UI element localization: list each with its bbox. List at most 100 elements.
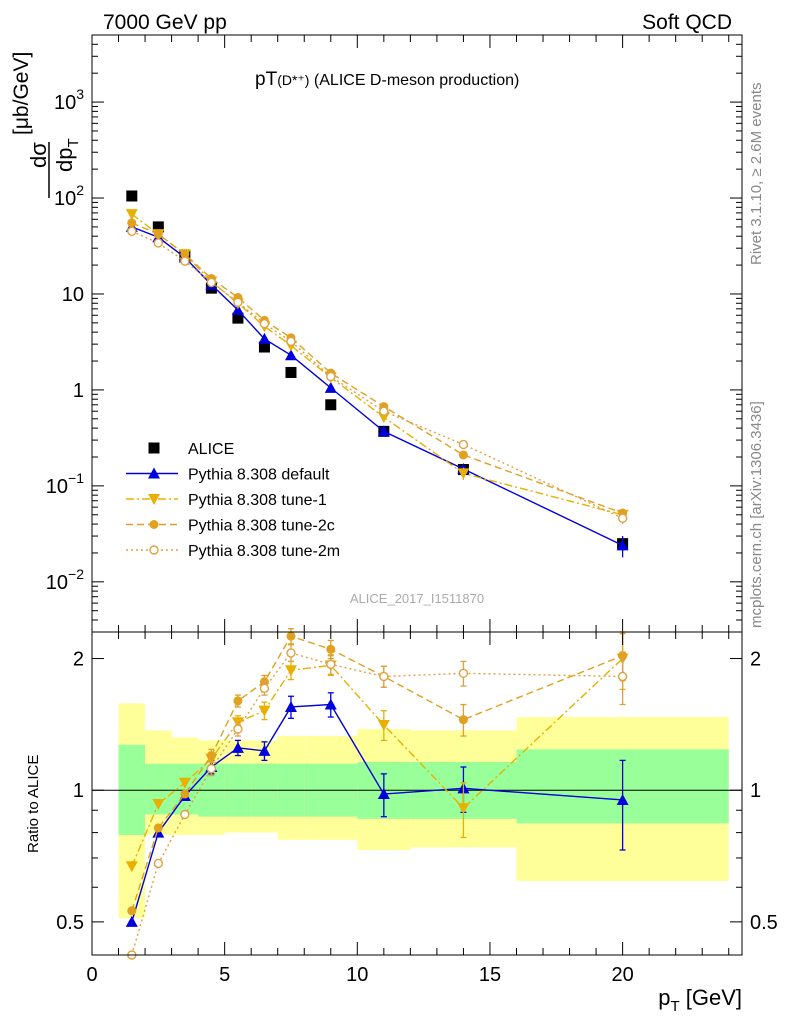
x-label-main: p — [658, 985, 670, 1010]
data-point — [286, 336, 296, 347]
title-particle: (D*⁺) — [277, 72, 309, 88]
data-point — [458, 450, 468, 460]
data-point — [377, 425, 390, 437]
data-point — [284, 700, 297, 712]
series-line — [131, 230, 623, 519]
x-tick-label: 10 — [346, 964, 368, 986]
legend-label: ALICE — [188, 441, 234, 458]
data-point — [617, 513, 628, 523]
x-tick-label: 0 — [86, 964, 97, 986]
data-point — [284, 349, 297, 361]
legend-entry: Pythia 8.308 tune-1 — [126, 492, 327, 509]
legend-marker — [149, 520, 159, 529]
data-point — [379, 671, 389, 682]
data-point — [233, 297, 243, 307]
data-point — [377, 788, 390, 800]
data-point — [379, 406, 389, 416]
legend-entry: Pythia 8.308 tune-2c — [126, 518, 335, 535]
data-point — [259, 683, 270, 694]
data-point — [153, 858, 164, 869]
data-point — [457, 803, 470, 815]
x-tick-label: 15 — [479, 964, 501, 986]
ratio-y-tick-label-right: 2 — [750, 649, 761, 671]
data-point — [325, 399, 337, 411]
y-tick-label: 10−2 — [46, 566, 84, 594]
y-tick-label: 10 — [62, 284, 84, 306]
main-series-4 — [127, 226, 628, 525]
data-point — [232, 312, 244, 324]
x-axis-label: pT [GeV] — [658, 985, 742, 1015]
ratio-y-tick-label-left: 0.5 — [56, 912, 84, 934]
data-point — [153, 229, 163, 239]
data-point — [458, 715, 468, 725]
legend-marker — [148, 494, 160, 505]
y-tick-label: 10−1 — [46, 470, 84, 498]
data-point — [180, 789, 190, 799]
main-panel: 10−2 10−1 1 10 102 103 pT(D*⁺) (ALICE D-meson… — [10, 34, 743, 633]
data-point — [326, 371, 336, 382]
legend-label: Pythia 8.308 tune-2m — [188, 543, 340, 560]
ratio-y-tick-label-left: 2 — [73, 649, 84, 671]
data-point — [152, 221, 164, 233]
analysis-id: ALICE_2017_I1511870 — [350, 591, 484, 606]
legend-entry: Pythia 8.308 tune-2m — [126, 543, 340, 560]
data-point — [617, 671, 628, 682]
ratio-axis-ticks: 0.5 0.51 12 20 5 10 15 20 — [56, 632, 778, 986]
data-point — [125, 915, 138, 927]
main-title: pT(D*⁺) (ALICE D-meson production) — [255, 69, 519, 90]
data-point — [233, 724, 243, 734]
data-point — [125, 861, 138, 873]
data-point — [324, 698, 337, 710]
data-point — [152, 798, 165, 810]
data-point — [231, 741, 244, 753]
legend-marker — [148, 467, 160, 479]
ratio-series-0 — [125, 692, 629, 927]
data-point — [127, 226, 137, 236]
data-point — [285, 366, 297, 378]
y-label-den-sub: T — [65, 138, 82, 147]
data-point — [125, 209, 138, 221]
data-point — [126, 190, 138, 202]
data-point — [326, 644, 336, 654]
legend-entry: ALICE — [148, 441, 234, 458]
ratio-series-3 — [127, 644, 628, 960]
title-rest: (ALICE D-meson production) — [309, 72, 519, 89]
data-point — [458, 439, 469, 450]
data-point — [457, 468, 470, 480]
legend-label: Pythia 8.308 tune-2c — [188, 518, 335, 535]
data-point — [127, 218, 137, 228]
data-point — [231, 304, 244, 316]
y-label-unit: [μb/GeV] — [10, 52, 33, 135]
y-tick-label: 103 — [54, 86, 84, 114]
y-tick-label: 1 — [73, 380, 84, 402]
data-point — [616, 539, 629, 551]
ratio-y-tick-label-right: 0.5 — [750, 912, 778, 934]
ratio-uncertainty-bands — [118, 703, 729, 919]
legend-label: Pythia 8.308 tune-1 — [188, 492, 327, 509]
data-point — [259, 318, 270, 329]
ratio-y-tick-label-right: 1 — [750, 780, 761, 802]
data-point — [153, 823, 163, 833]
legend-marker — [149, 545, 159, 555]
ratio-y-label: Ratio to ALICE — [25, 755, 42, 853]
data-point — [286, 631, 296, 641]
ratio-frame — [91, 631, 743, 956]
data-point — [233, 696, 243, 706]
x-label-unit: [GeV] — [680, 985, 742, 1010]
data-point — [616, 793, 629, 805]
x-tick-label: 5 — [219, 964, 230, 986]
data-point — [258, 332, 271, 344]
data-point — [377, 412, 390, 424]
data-point — [180, 256, 190, 266]
data-point — [324, 381, 337, 393]
data-point — [206, 763, 217, 774]
data-point — [458, 668, 469, 679]
main-y-label: dσ dpT [μb/GeV] — [10, 52, 82, 198]
data-point — [377, 719, 390, 731]
data-point — [153, 238, 164, 248]
ratio-panel: 0.5 0.51 12 20 5 10 15 20 Ratio to ALICE pT [Ge… — [25, 628, 778, 1015]
title-main: pT — [255, 69, 278, 90]
data-point — [178, 777, 191, 789]
beam-label: 7000 GeV pp — [103, 11, 227, 34]
